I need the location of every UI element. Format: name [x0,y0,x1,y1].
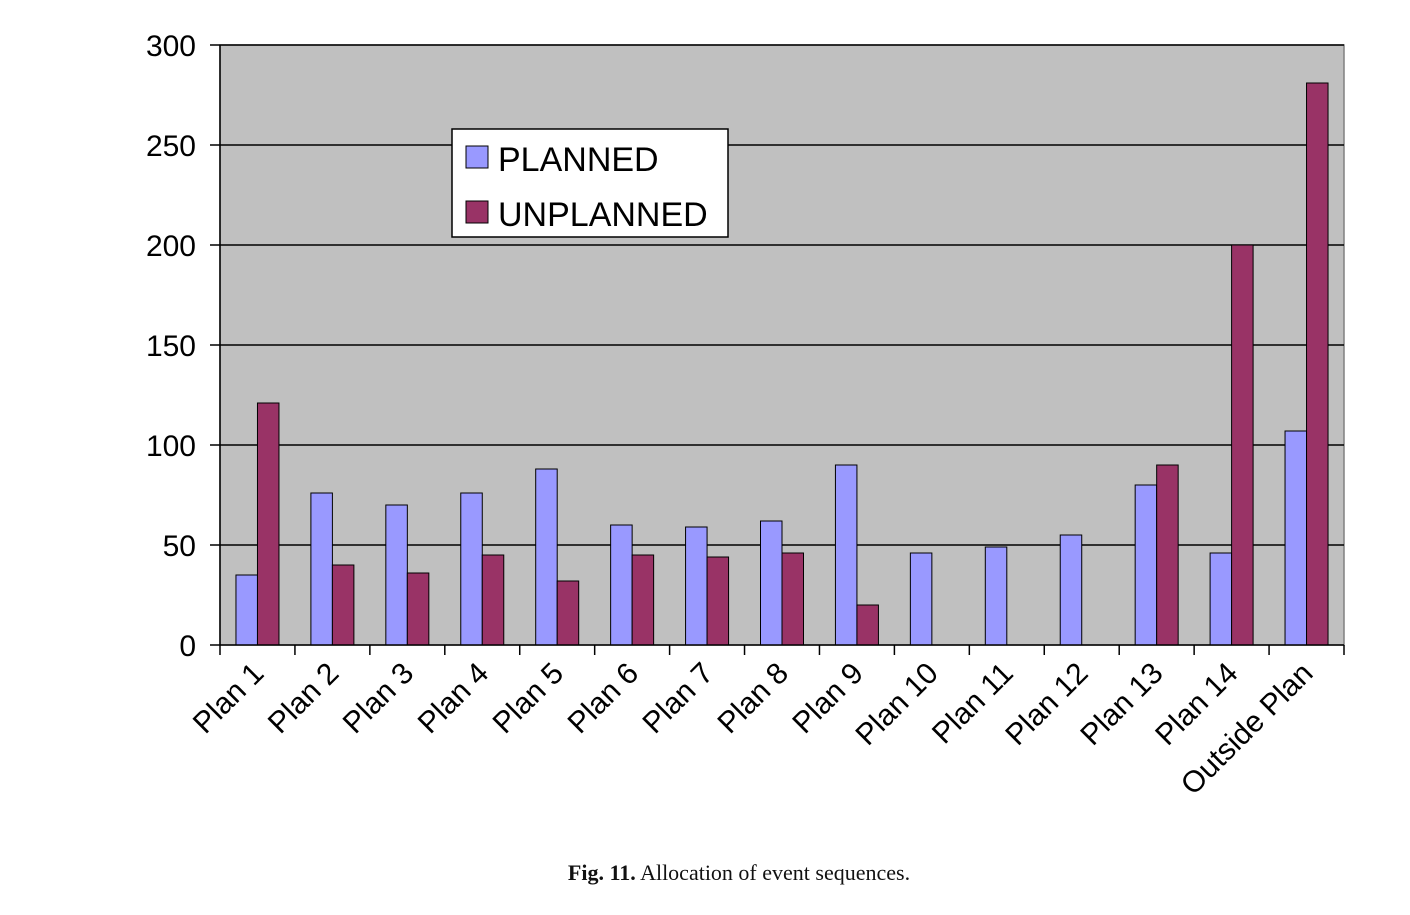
bar-unplanned-plan-4 [481,554,505,646]
y-tick-labels: 0 50 100 150 200 250 300 [146,30,196,663]
legend-label-planned: PLANNED [498,141,659,179]
x-tick-label: Plan 1 [187,657,270,740]
x-tick-label: Plan 7 [637,657,720,740]
legend-swatch-unplanned [465,200,489,224]
x-tick-label: Plan 10 [850,657,945,752]
bar-planned-plan-12 [1059,534,1083,646]
x-tick-label: Plan 11 [926,657,1020,751]
x-tick-label: Plan 8 [711,657,794,740]
bar-planned-plan-3 [385,504,408,646]
bar-planned-plan-10 [909,552,933,646]
bar-planned-plan-7 [685,526,708,646]
bar-unplanned-plan-8 [781,552,804,646]
bar-unplanned-plan-9 [856,604,879,646]
bars [235,82,1329,646]
caption-label: Fig. 11. [567,860,636,885]
y-tick-label: 100 [146,430,196,463]
x-tick-label: Outside Plan [1175,657,1320,802]
bar-planned-plan-11 [984,546,1008,646]
x-tick-label: Plan 6 [562,657,645,740]
x-tick-label: Plan 5 [487,657,570,740]
bar-unplanned-plan-14 [1231,244,1254,646]
x-tick-label: Plan 13 [1074,657,1169,752]
x-tick-label: Plan 12 [999,657,1094,752]
bar-unplanned-plan-2 [331,564,355,646]
axes [210,44,1345,655]
figure-caption: Fig. 11. Allocation of event sequences. [0,860,1410,886]
bar-planned-plan-8 [760,520,783,646]
bar-unplanned-plan-13 [1156,464,1179,646]
bar-unplanned-outside-plan [1306,82,1329,646]
bar-planned-plan-9 [834,464,858,646]
legend-swatch-planned [465,145,489,169]
bar-unplanned-plan-1 [256,402,280,646]
bar-unplanned-plan-7 [706,556,730,646]
bar-planned-plan-2 [310,492,333,646]
bar-planned-plan-14 [1209,552,1233,646]
bar-planned-plan-4 [460,492,483,646]
bar-unplanned-plan-3 [406,572,430,646]
legend-label-unplanned: UNPLANNED [498,196,708,234]
x-tick-label: Plan 2 [262,657,345,740]
bar-planned-plan-5 [535,468,558,646]
legend: PLANNED UNPLANNED [451,128,729,238]
bar-planned-plan-6 [610,524,633,646]
bar-unplanned-plan-6 [631,554,655,646]
bar-planned-plan-1 [235,574,258,646]
x-tick-label: Plan 3 [337,657,420,740]
y-tick-label: 200 [146,230,196,263]
y-tick-label: 0 [179,630,196,663]
bar-planned-outside-plan [1284,430,1308,646]
y-tick-label: 300 [146,30,196,63]
bar-unplanned-plan-5 [556,580,580,646]
caption-text: Allocation of event sequences. [640,860,911,885]
x-tick-label: Plan 4 [412,657,495,740]
y-tick-label: 50 [163,530,196,563]
bar-planned-plan-13 [1134,484,1158,646]
legend-box [451,128,729,238]
y-tick-label: 150 [146,330,196,363]
y-tick-label: 250 [146,130,196,163]
